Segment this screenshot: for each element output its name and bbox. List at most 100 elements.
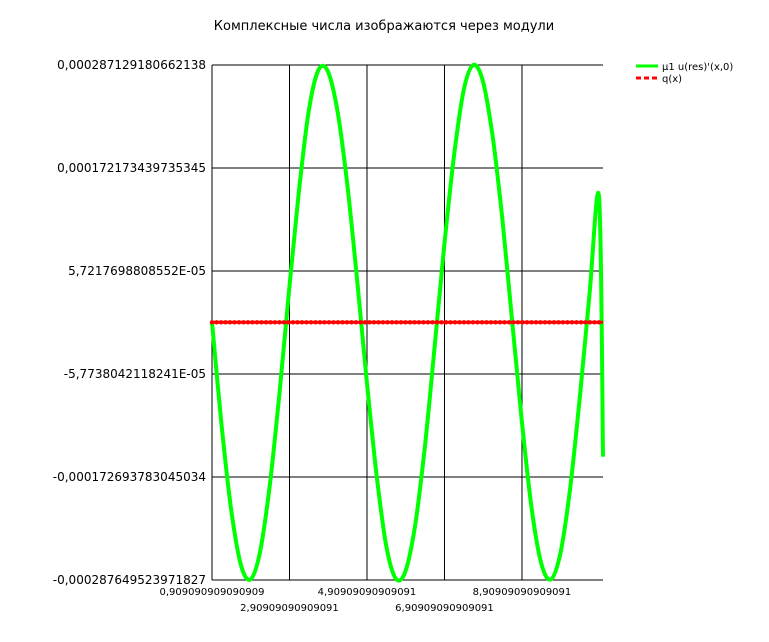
q-marker: [592, 320, 597, 325]
q-marker: [574, 320, 579, 325]
q-marker: [250, 320, 255, 325]
q-marker: [281, 320, 287, 325]
q-marker: [290, 320, 296, 325]
q-marker: [236, 320, 242, 325]
q-marker: [475, 320, 480, 325]
q-marker: [286, 320, 291, 325]
q-marker: [484, 320, 489, 325]
q-marker: [515, 320, 521, 325]
legend-label: μ1 u(res)'(x,0): [662, 62, 733, 73]
q-marker: [317, 320, 323, 325]
q-marker: [569, 320, 575, 325]
q-marker: [389, 320, 395, 325]
legend-item: q(x): [636, 74, 682, 85]
y-tick-label: 5,7217698808552E-05: [68, 264, 206, 278]
q-marker: [470, 320, 476, 325]
q-marker: [479, 320, 485, 325]
y-tick-label: -0,000172693783045034: [53, 470, 206, 484]
q-marker: [254, 320, 260, 325]
q-marker: [461, 320, 467, 325]
q-marker: [304, 320, 309, 325]
q-marker: [425, 320, 431, 325]
q-marker: [241, 320, 246, 325]
q-marker: [452, 320, 458, 325]
q-marker: [430, 320, 435, 325]
q-marker: [245, 320, 251, 325]
q-marker: [358, 320, 363, 325]
q-marker: [439, 320, 444, 325]
series-group: [209, 62, 605, 583]
x-tick-label: 0,909090909090909: [160, 587, 265, 598]
y-tick-label: 0,000172173439735345: [57, 161, 206, 175]
q-marker: [542, 320, 548, 325]
q-marker: [371, 320, 377, 325]
x-tick-label: 8,90909090909091: [473, 587, 572, 598]
series-line-mu1: [210, 62, 605, 583]
q-marker: [457, 320, 462, 325]
q-marker: [380, 320, 386, 325]
q-marker: [583, 320, 588, 325]
legend-item: μ1 u(res)'(x,0): [636, 62, 733, 73]
q-marker: [502, 320, 507, 325]
q-marker: [529, 320, 534, 325]
q-marker: [506, 320, 512, 325]
x-axis-ticks: 0,909090909090909 2,90909090909091 4,90909…: [160, 587, 572, 614]
q-marker: [466, 320, 471, 325]
q-marker: [223, 320, 228, 325]
q-marker: [277, 320, 282, 325]
q-marker: [403, 320, 408, 325]
q-marker: [353, 320, 359, 325]
q-marker: [313, 320, 318, 325]
q-marker: [362, 320, 368, 325]
q-marker: [232, 320, 237, 325]
q-marker: [340, 320, 345, 325]
q-marker: [227, 320, 233, 325]
q-marker: [295, 320, 300, 325]
chart-title: Комплексные числа изображаются через мод…: [214, 19, 554, 34]
q-marker: [524, 320, 530, 325]
x-tick-label: 2,90909090909091: [240, 603, 339, 614]
q-marker: [398, 320, 404, 325]
q-marker: [547, 320, 552, 325]
q-marker: [299, 320, 305, 325]
q-marker: [214, 320, 219, 325]
q-marker: [520, 320, 525, 325]
q-marker: [493, 320, 498, 325]
q-marker: [259, 320, 264, 325]
q-marker: [322, 320, 327, 325]
q-marker: [551, 320, 557, 325]
q-marker: [448, 320, 453, 325]
q-marker: [421, 320, 426, 325]
x-tick-label: 4,90909090909091: [318, 587, 417, 598]
q-marker: [367, 320, 372, 325]
y-axis-ticks: 0,000287129180662138 0,000172173439735345…: [53, 58, 206, 587]
q-marker: [443, 320, 449, 325]
y-tick-label: 0,000287129180662138: [57, 58, 206, 72]
q-marker: [344, 320, 350, 325]
x-tick-label: 6,90909090909091: [395, 603, 494, 614]
q-marker: [578, 320, 584, 325]
q-marker: [565, 320, 570, 325]
q-marker: [533, 320, 539, 325]
q-marker: [385, 320, 390, 325]
q-marker: [596, 320, 602, 325]
q-marker: [434, 320, 440, 325]
q-marker: [308, 320, 314, 325]
legend: μ1 u(res)'(x,0)q(x): [636, 62, 733, 85]
q-marker: [394, 320, 399, 325]
q-marker: [412, 320, 417, 325]
q-marker: [497, 320, 503, 325]
q-marker: [272, 320, 278, 325]
q-marker: [416, 320, 422, 325]
series-markers-q: [209, 320, 602, 325]
q-marker: [326, 320, 332, 325]
q-marker: [556, 320, 561, 325]
q-marker: [335, 320, 341, 325]
q-marker: [560, 320, 566, 325]
legend-label: q(x): [662, 74, 682, 85]
q-marker: [538, 320, 543, 325]
q-marker: [218, 320, 224, 325]
q-marker: [488, 320, 494, 325]
q-marker: [587, 320, 593, 325]
